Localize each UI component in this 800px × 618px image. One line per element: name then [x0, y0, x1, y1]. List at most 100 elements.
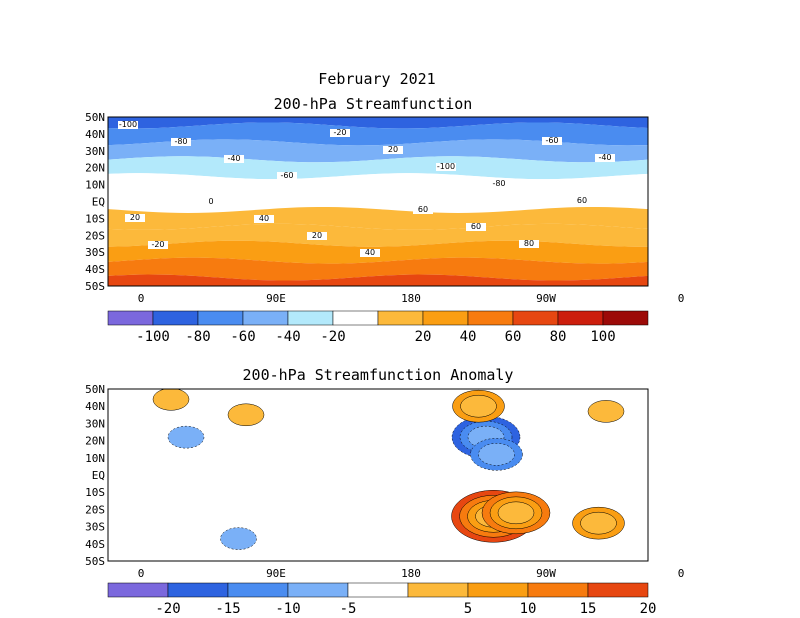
contour-label-bg — [201, 198, 221, 206]
latitude-tick-label: 10N — [85, 179, 105, 192]
contour-label: -40 — [598, 153, 611, 162]
colorbar-label: 20 — [415, 329, 432, 345]
colorbar-label: 5 — [464, 601, 472, 617]
colorbar-label: -20 — [320, 329, 345, 345]
contour-label: 60 — [418, 205, 428, 214]
colorbar-swatch — [107, 582, 169, 598]
longitude-tick-label: 0 — [678, 292, 685, 305]
contour-label: 20 — [130, 213, 140, 222]
longitude-tick-label: 90E — [266, 292, 286, 305]
latitude-tick-label: 50S — [85, 555, 105, 568]
colorbar-swatch — [377, 310, 424, 326]
contour-label-bg — [413, 206, 433, 214]
anomaly-contour — [460, 394, 497, 418]
latitude-tick-label: 40N — [85, 128, 105, 141]
colorbar-label: -20 — [155, 601, 180, 617]
colorbar-swatch — [557, 310, 604, 326]
colorbar-swatch — [197, 310, 244, 326]
latitude-tick-label: EQ — [92, 469, 105, 482]
latitude-tick-label: 40S — [85, 263, 105, 276]
anomaly-contour — [587, 400, 625, 423]
anomaly-contour — [220, 527, 257, 550]
colorbar-label: -80 — [185, 329, 210, 345]
latitude-tick-label: 30S — [85, 521, 105, 534]
longitude-tick-label: 90W — [536, 292, 556, 305]
streamfunction-band — [108, 257, 648, 281]
colorbar-swatch — [512, 310, 559, 326]
map-frame — [107, 116, 649, 287]
contour-label-bg — [118, 121, 138, 129]
colorbar-swatch — [242, 310, 289, 326]
contour-label-bg — [542, 137, 562, 145]
latitude-tick-label: 50S — [85, 280, 105, 293]
contour-label-bg — [519, 240, 539, 248]
contour-label: -40 — [227, 154, 240, 163]
streamfunction-panel: 200-hPa Streamfunction -100 -80 -40 -60 -20 2… — [85, 95, 684, 345]
contour-label: 0 — [208, 197, 213, 206]
streamfunction-band — [108, 117, 648, 129]
map-background — [108, 389, 648, 561]
map-frame — [107, 388, 649, 562]
colorbar-label: 60 — [505, 329, 522, 345]
contour-label: 40 — [259, 214, 269, 223]
contour-label-bg — [224, 155, 244, 163]
contour-label-bg — [330, 129, 350, 137]
contour-label: 60 — [471, 222, 481, 231]
anomaly-contour — [497, 501, 535, 525]
contour-label-bg — [572, 197, 592, 205]
contour-label: 40 — [365, 248, 375, 257]
longitude-tick-label: 180 — [401, 567, 421, 580]
latitude-tick-label: EQ — [92, 196, 105, 209]
latitude-tick-label: 30S — [85, 246, 105, 259]
contour-label-bg — [383, 146, 403, 154]
colorbar-label: 10 — [520, 601, 537, 617]
latitude-tick-label: 40S — [85, 538, 105, 551]
colorbar-label: -60 — [230, 329, 255, 345]
colorbar-swatch — [107, 310, 154, 326]
latitude-tick-label: 40N — [85, 400, 105, 413]
latitude-tick-label: 20N — [85, 435, 105, 448]
streamfunction-band — [108, 274, 648, 286]
longitude-tick-label: 0 — [138, 292, 145, 305]
contour-label-bg — [254, 215, 274, 223]
contour-label: -80 — [174, 137, 187, 146]
longitude-tick-label: 90W — [536, 567, 556, 580]
contour-label-bg — [148, 241, 168, 249]
contour-label: 20 — [312, 231, 322, 240]
longitude-tick-label: 0 — [138, 567, 145, 580]
anomaly-panel: 200-hPa Streamfunction Anomaly 50N 40N 30N… — [85, 366, 684, 617]
latitude-tick-label: 30N — [85, 417, 105, 430]
colorbar-label: 80 — [550, 329, 567, 345]
latitude-tick-label: 10S — [85, 486, 105, 499]
colorbar-label: -40 — [275, 329, 300, 345]
colorbar-label: -5 — [340, 601, 357, 617]
contour-label: -20 — [333, 128, 346, 137]
contour-label: -60 — [280, 171, 293, 180]
streamfunction-band — [108, 122, 648, 146]
latitude-tick-label: 10S — [85, 212, 105, 225]
streamfunction-band — [108, 173, 648, 197]
page-title: February 2021 — [318, 70, 435, 88]
anomaly-contour — [227, 403, 265, 427]
contour-label: 80 — [524, 239, 534, 248]
colorbar-label: -100 — [136, 329, 170, 345]
longitude-tick-label: 0 — [678, 567, 685, 580]
contour-label: -20 — [151, 240, 164, 249]
colorbar-label: 15 — [580, 601, 597, 617]
colorbar-swatch — [227, 582, 289, 598]
colorbar-label: 40 — [460, 329, 477, 345]
colorbar-swatch — [167, 582, 229, 598]
colorbar-swatch — [347, 582, 409, 598]
contour-label-bg — [307, 232, 327, 240]
contour-label-bg — [595, 154, 615, 162]
contour-label-bg — [360, 249, 380, 257]
panel-title: 200-hPa Streamfunction — [274, 95, 473, 113]
contour-label: -80 — [492, 179, 505, 188]
anomaly-contour — [580, 511, 617, 535]
contour-label: 60 — [577, 196, 587, 205]
streamfunction-band — [108, 190, 648, 213]
latitude-tick-label: 50N — [85, 383, 105, 396]
colorbar-swatch — [602, 310, 649, 326]
colorbar-swatch — [467, 310, 514, 326]
